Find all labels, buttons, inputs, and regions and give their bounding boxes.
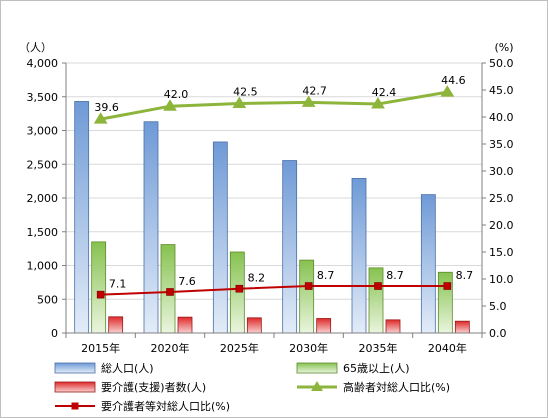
bar-aged-65-plus xyxy=(368,267,384,334)
right-axis-tick-label: 35.0 xyxy=(489,138,514,151)
right-axis-tick-label: 10.0 xyxy=(489,273,514,286)
legend-elderly-ratio-label: 高齢者対総人口比(%) xyxy=(343,380,450,394)
legend-elderly-ratio-marker xyxy=(311,381,323,391)
point-care-ratio xyxy=(235,284,244,293)
left-axis-tick-label: 500 xyxy=(37,293,58,306)
right-axis-tick-label: 5.0 xyxy=(489,300,507,313)
data-label-elderly-ratio: 42.4 xyxy=(372,86,397,99)
data-label-elderly-ratio: 42.5 xyxy=(233,86,258,99)
right-axis-tick-label: 50.0 xyxy=(489,57,514,70)
legend-total-population-label: 総人口(人) xyxy=(101,361,154,375)
bar-care-recipients xyxy=(454,320,470,334)
point-care-ratio xyxy=(374,282,382,290)
series-line-elderly-ratio xyxy=(100,90,448,121)
legend-care-ratio-marker xyxy=(71,402,79,410)
left-axis-tick-label: 1,000 xyxy=(27,260,59,273)
data-label-care-ratio: 8.7 xyxy=(317,269,335,282)
data-label-care-ratio: 8.7 xyxy=(456,269,474,282)
legend-aged-65-plus-label: 65歳以上(人) xyxy=(343,362,410,375)
left-axis-tick-label: 2,000 xyxy=(27,192,59,205)
point-elderly-ratio xyxy=(371,97,385,109)
legend-care-recipients-swatch xyxy=(54,381,96,393)
right-axis-tick-label: 15.0 xyxy=(489,246,514,259)
bar-aged-65-plus xyxy=(437,271,453,334)
bar-total-population xyxy=(351,178,367,334)
point-elderly-ratio xyxy=(301,95,316,107)
bar-total-population xyxy=(282,160,298,334)
x-axis-tick-label: 2030年 xyxy=(289,341,328,355)
left-axis-tick-label: 4,000 xyxy=(27,57,59,70)
data-label-elderly-ratio: 44.6 xyxy=(441,74,466,87)
point-elderly-ratio xyxy=(440,85,455,97)
x-axis-tick-label: 2035年 xyxy=(359,341,398,355)
bar-care-recipients xyxy=(108,316,124,334)
legend-total-population-swatch xyxy=(54,362,96,374)
point-elderly-ratio xyxy=(232,96,247,108)
x-axis-tick-label: 2025年 xyxy=(220,341,259,355)
data-label-elderly-ratio: 42.0 xyxy=(164,88,189,101)
bar-total-population xyxy=(143,121,159,334)
bar-care-recipients xyxy=(316,318,332,334)
data-label-care-ratio: 7.1 xyxy=(109,278,127,291)
point-care-ratio xyxy=(304,282,313,290)
x-axis-tick-label: 2040年 xyxy=(428,341,467,355)
bar-care-recipients xyxy=(385,319,401,334)
bar-total-population xyxy=(212,141,228,334)
right-axis-unit: (%) xyxy=(494,41,513,54)
bar-total-population xyxy=(74,101,90,334)
point-care-ratio xyxy=(96,290,105,299)
left-axis-tick-label: 2,500 xyxy=(27,158,59,171)
right-axis-tick-label: 30.0 xyxy=(489,165,514,178)
data-label-care-ratio: 8.2 xyxy=(248,272,266,285)
bar-aged-65-plus xyxy=(91,241,107,334)
legend-care-recipients-label: 要介護(支援)者数(人) xyxy=(101,380,206,394)
bar-total-population xyxy=(420,194,436,334)
point-care-ratio xyxy=(166,288,174,296)
x-axis-tick-label: 2015年 xyxy=(81,341,120,355)
legend-aged-65-plus-swatch xyxy=(296,362,338,374)
right-axis-tick-label: 20.0 xyxy=(489,219,514,232)
bar-care-recipients xyxy=(246,317,262,334)
bar-care-recipients xyxy=(177,316,193,334)
data-label-care-ratio: 7.6 xyxy=(178,275,196,288)
x-axis-tick-label: 2020年 xyxy=(151,341,190,355)
left-axis-tick-label: 1,500 xyxy=(27,226,59,239)
data-label-elderly-ratio: 39.6 xyxy=(94,101,119,114)
point-elderly-ratio xyxy=(163,99,177,111)
data-label-elderly-ratio: 42.7 xyxy=(302,84,327,97)
legend-care-ratio-label: 要介護者等対総人口比(%) xyxy=(101,399,230,413)
left-axis-unit: （人） xyxy=(19,41,52,54)
data-label-care-ratio: 8.7 xyxy=(386,269,404,282)
right-axis-tick-label: 45.0 xyxy=(489,84,514,97)
bar-aged-65-plus xyxy=(299,259,315,334)
point-elderly-ratio xyxy=(93,112,108,124)
right-axis-tick-label: 25.0 xyxy=(489,192,514,205)
left-axis-tick-label: 3,000 xyxy=(27,125,59,138)
point-care-ratio xyxy=(443,282,452,290)
right-axis-tick-label: 40.0 xyxy=(489,111,514,124)
left-axis-tick-label: 3,500 xyxy=(27,91,59,104)
left-axis-tick-label: 0 xyxy=(51,327,58,340)
right-axis-tick-label: 0.0 xyxy=(489,327,507,340)
series-line-care-ratio xyxy=(100,285,448,296)
